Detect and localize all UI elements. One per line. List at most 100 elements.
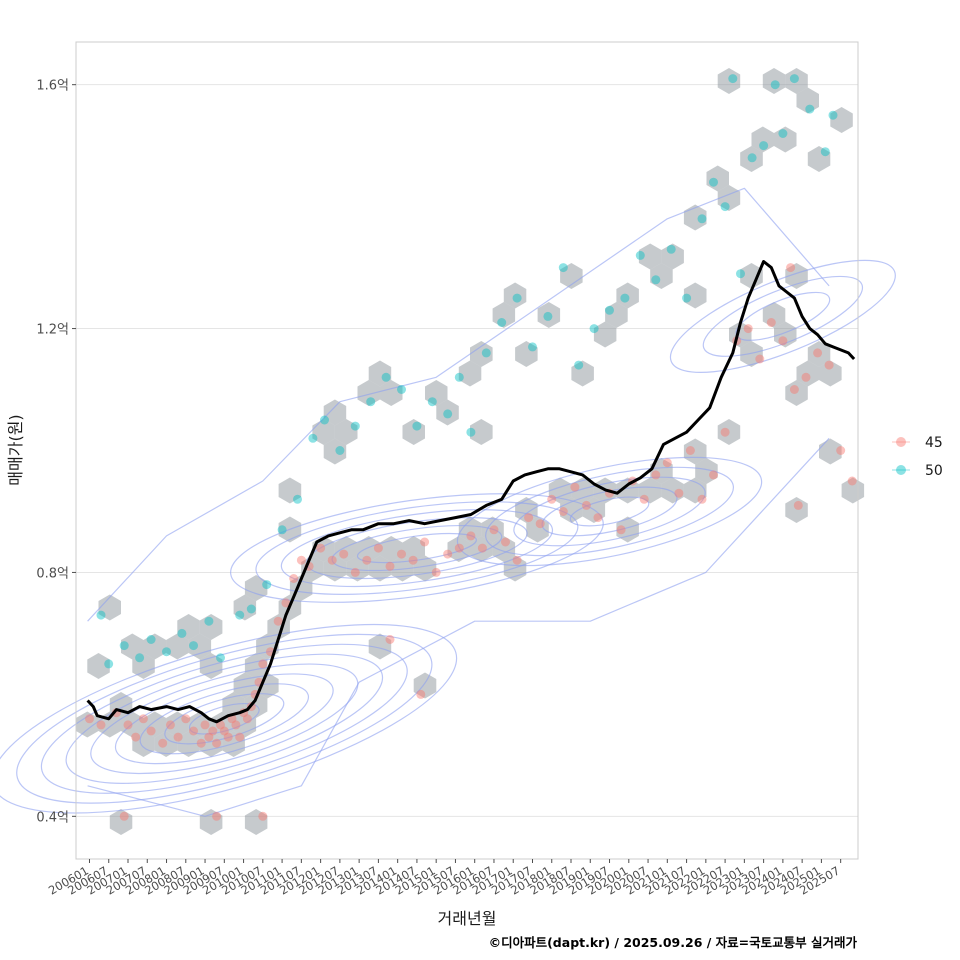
hexbin-cell bbox=[796, 87, 819, 114]
point-series-50 bbox=[454, 372, 464, 382]
hexbin-cell bbox=[244, 809, 268, 835]
density-contour bbox=[513, 476, 706, 547]
hexbin-cell bbox=[650, 263, 673, 289]
moving-median-line bbox=[86, 260, 856, 724]
hexbin-cell bbox=[785, 497, 808, 523]
point-series-50 bbox=[736, 269, 745, 279]
point-series-45 bbox=[836, 446, 846, 455]
hexbin-cell bbox=[515, 341, 538, 367]
point-series-50 bbox=[497, 318, 507, 327]
hexbin-cell bbox=[695, 458, 718, 484]
point-series-45 bbox=[219, 726, 229, 736]
density-contour bbox=[569, 496, 650, 527]
point-series-50 bbox=[770, 80, 780, 90]
hexbin-cell bbox=[87, 653, 110, 679]
point-series-50 bbox=[204, 616, 214, 626]
density-contour bbox=[669, 259, 896, 373]
hexbin-cell bbox=[683, 282, 707, 309]
density-contour bbox=[16, 633, 433, 804]
x-axis-title: 거래년월 bbox=[438, 909, 497, 928]
point-series-45 bbox=[165, 720, 175, 730]
hexbin-cell bbox=[154, 731, 178, 757]
point-series-50 bbox=[216, 653, 225, 663]
point-series-50 bbox=[651, 275, 661, 285]
point-series-45 bbox=[289, 574, 299, 583]
density-contour bbox=[164, 693, 285, 745]
hexbin-cell bbox=[199, 614, 223, 640]
hexbin-cell bbox=[740, 263, 763, 289]
point-series-45 bbox=[85, 714, 94, 724]
hexbin-cell bbox=[717, 68, 741, 94]
point-series-45 bbox=[697, 494, 707, 504]
hexbin-cell bbox=[346, 555, 369, 582]
point-series-45 bbox=[131, 732, 141, 742]
point-series-45 bbox=[212, 811, 222, 821]
density-contours bbox=[0, 187, 896, 817]
point-series-50 bbox=[481, 348, 491, 358]
point-series-50 bbox=[778, 129, 788, 138]
hexbin-cell bbox=[413, 672, 437, 699]
point-series-45 bbox=[181, 714, 191, 724]
point-series-45 bbox=[362, 555, 372, 565]
point-series-50 bbox=[162, 647, 171, 657]
y-tick-label: 1.6억 bbox=[36, 79, 69, 94]
hexbin-cell bbox=[819, 360, 842, 387]
point-series-50 bbox=[558, 263, 568, 273]
hexbin-cell bbox=[166, 633, 189, 660]
point-series-50 bbox=[412, 421, 422, 431]
hexbin-cell bbox=[593, 321, 617, 348]
hexbin-cell bbox=[323, 399, 347, 426]
density-contour bbox=[255, 501, 579, 595]
hexbin-cell bbox=[98, 594, 121, 621]
hexbin-cell bbox=[132, 653, 155, 679]
point-series-45 bbox=[651, 470, 661, 480]
hexbin-cell bbox=[357, 380, 380, 406]
point-series-45 bbox=[397, 549, 406, 559]
hexbin-cell bbox=[312, 419, 335, 445]
point-series-45 bbox=[138, 714, 148, 724]
hexbin-cell bbox=[109, 809, 133, 835]
y-axis: 0.4억 0.8억 1.2억 1.6억 bbox=[36, 79, 76, 825]
hexbin-cell bbox=[323, 438, 347, 465]
hexbin-cell bbox=[503, 282, 527, 309]
hexbin-cell bbox=[143, 633, 167, 660]
point-series-45 bbox=[466, 531, 476, 541]
point-series-50 bbox=[828, 110, 838, 120]
hexbin-cell bbox=[368, 360, 392, 387]
point-series-50 bbox=[308, 433, 318, 443]
point-series-45 bbox=[350, 567, 360, 577]
point-series-45 bbox=[200, 720, 210, 730]
point-series-50 bbox=[381, 372, 391, 382]
hexbin-cell bbox=[616, 516, 639, 543]
hexbin-cell bbox=[751, 126, 774, 153]
point-series-45 bbox=[443, 549, 453, 559]
point-series-45 bbox=[258, 811, 268, 821]
hexbin-cell bbox=[425, 380, 448, 406]
point-series-45 bbox=[146, 726, 156, 736]
point-series-45 bbox=[793, 500, 803, 510]
point-series-50 bbox=[759, 141, 769, 151]
hexbin-cell bbox=[762, 302, 786, 328]
hexbin-cell bbox=[796, 360, 819, 387]
density-contour bbox=[230, 493, 604, 603]
hexbin-cell bbox=[357, 536, 380, 562]
hexbin-cell bbox=[458, 360, 482, 387]
legend-key-50 bbox=[896, 465, 906, 475]
source-caption: ©디아파트(dapt.kr) / 2025.09.26 / 자료=국토교통부 실… bbox=[489, 935, 858, 950]
point-series-50 bbox=[682, 293, 692, 303]
point-series-45 bbox=[327, 555, 337, 565]
hexbin-cell bbox=[334, 536, 358, 562]
point-series-50 bbox=[135, 653, 145, 663]
point-series-45 bbox=[489, 525, 499, 535]
point-series-50 bbox=[246, 604, 256, 614]
point-series-50 bbox=[635, 250, 645, 260]
point-series-45 bbox=[258, 659, 268, 669]
point-series-50 bbox=[335, 446, 345, 455]
hexbin-cell bbox=[470, 341, 493, 367]
y-tick-label: 1.2억 bbox=[36, 323, 69, 338]
hexbin-cell bbox=[323, 555, 347, 582]
point-series-50 bbox=[820, 147, 830, 157]
point-series-45 bbox=[385, 635, 395, 644]
point-series-45 bbox=[786, 263, 796, 273]
